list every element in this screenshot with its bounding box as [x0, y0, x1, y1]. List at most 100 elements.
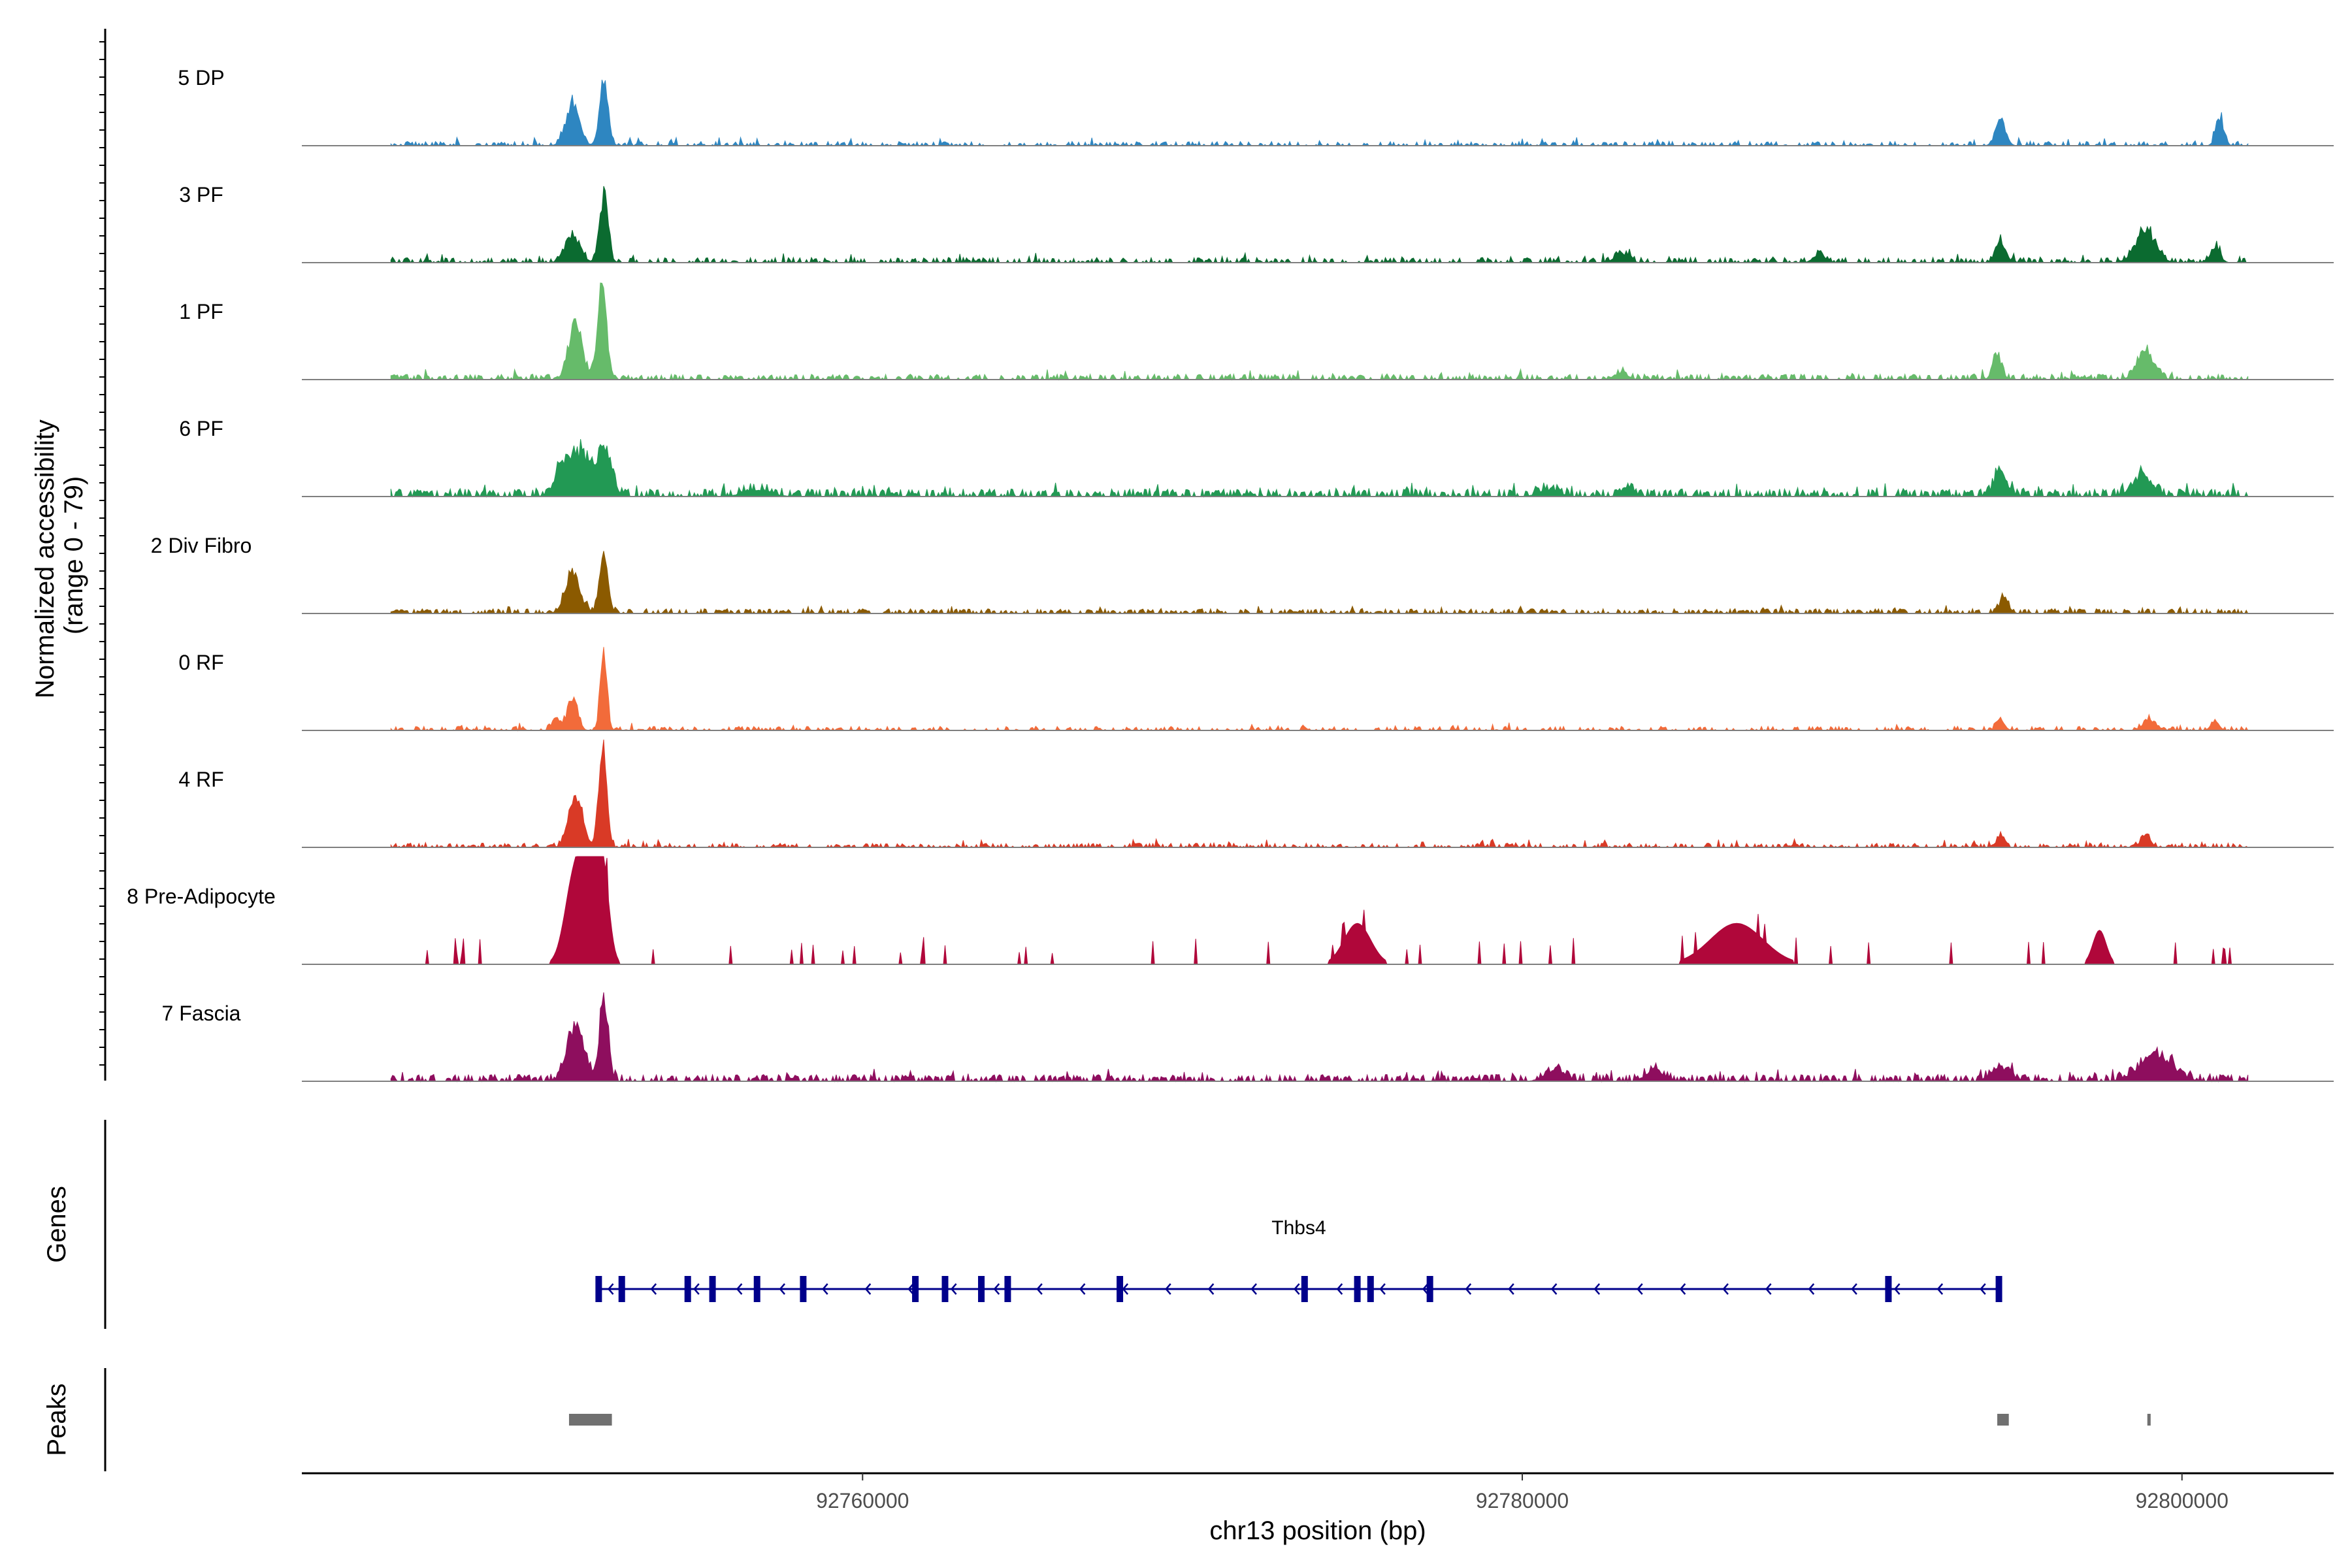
gene-strand-arrow: [1851, 1283, 1857, 1295]
track-label: 5 DP: [178, 66, 224, 90]
y-axis-title: Normalized accessibility (range 0 - 79): [31, 412, 88, 698]
track-label: 0 RF: [178, 651, 223, 674]
track-signal: [390, 551, 2249, 615]
track-signal: [390, 992, 2249, 1083]
gene-strand-arrow: [1765, 1283, 1772, 1295]
gene-exon: [595, 1276, 602, 1302]
track-signal: [390, 647, 2249, 732]
genes-panel-label: Genes: [42, 1186, 71, 1263]
peak-region: [568, 1414, 612, 1426]
track-9: 7 Fascia: [162, 992, 2334, 1083]
gene-strand-arrow: [1465, 1283, 1472, 1295]
track-6: 0 RF: [178, 647, 2334, 732]
gene-strand-arrow: [864, 1283, 872, 1295]
x-axis-ticks: 92760000 92780000 92800000: [816, 1473, 2229, 1512]
gene-strand-arrow: [1336, 1283, 1343, 1295]
gene-strand-arrow: [1036, 1283, 1043, 1295]
gene-strand-arrow: [1593, 1283, 1601, 1295]
x-axis-title: chr13 position (bp): [1209, 1516, 1426, 1545]
y-axis-title-line1: Normalized accessibility: [31, 419, 59, 698]
coverage-y-axis-ticks: [99, 41, 105, 1066]
gene-exon: [618, 1276, 625, 1302]
gene-strand-arrow: [693, 1283, 700, 1295]
coverage-tracks: 5 DP 3 PF 1 PF 6 PF 2 Div Fibro 0 RF 4 RF 8 Pre…: [127, 66, 2334, 1083]
gene-exon: [1367, 1276, 1374, 1302]
gene-strand-arrow: [607, 1283, 614, 1295]
track-4: 6 PF: [179, 417, 2334, 498]
gene-strand-arrow: [650, 1283, 657, 1295]
peak-region: [2147, 1414, 2151, 1426]
gene-exon: [1004, 1276, 1011, 1302]
track-2: 3 PF: [179, 183, 2334, 264]
gene-strand-arrow: [1936, 1283, 1944, 1295]
gene-strand-arrow: [1722, 1283, 1729, 1295]
gene-strand-arrow: [1250, 1283, 1257, 1295]
track-label: 3 PF: [179, 183, 223, 206]
track-label: 8 Pre-Adipocyte: [127, 885, 276, 908]
gene-strand-arrow: [1550, 1283, 1558, 1295]
gene-exon: [978, 1276, 985, 1302]
track-signal: [390, 186, 2248, 264]
gene-strand-arrow: [1122, 1283, 1129, 1295]
gene-strand-arrow: [1422, 1283, 1429, 1295]
gene-exon: [753, 1276, 760, 1302]
track-7: 4 RF: [178, 739, 2334, 849]
gene-strand-arrow: [1165, 1283, 1171, 1295]
gene-exon: [912, 1276, 919, 1302]
track-label: 7 Fascia: [162, 1002, 241, 1025]
track-label: 2 Div Fibro: [151, 534, 252, 557]
gene-exon: [1117, 1276, 1124, 1302]
x-axis: 92760000 92780000 92800000 chr13 position …: [302, 1472, 2334, 1545]
track-signal: [391, 856, 2248, 965]
gene-strand-arrow: [779, 1283, 786, 1295]
gene-strand-arrow: [1808, 1283, 1815, 1295]
x-tick-label: 92780000: [1476, 1489, 1569, 1512]
track-signal: [390, 739, 2249, 849]
peak-region: [1997, 1414, 2009, 1426]
track-signal: [390, 80, 2249, 147]
gene-strand-arrow: [1637, 1283, 1643, 1295]
track-signal: [390, 282, 2249, 381]
gene-exon: [941, 1276, 949, 1302]
gene-exon: [1426, 1276, 1433, 1302]
track-label: 6 PF: [179, 417, 223, 440]
x-tick-label: 92800000: [2136, 1489, 2229, 1512]
genes-panel: Genes Thbs4: [42, 1120, 2002, 1329]
x-tick-label: 92760000: [816, 1489, 909, 1512]
gene-strand-arrow: [1508, 1283, 1514, 1295]
coverage-panel: Normalized accessibility (range 0 - 79) …: [31, 29, 2334, 1083]
gene-strand-arrow: [1293, 1283, 1300, 1295]
gene-strand-arrow: [993, 1283, 1000, 1295]
peak-regions: [568, 1414, 2151, 1426]
gene-exon: [800, 1276, 807, 1302]
gene-exon: [1885, 1276, 1892, 1302]
gene-exon: [1995, 1276, 2002, 1302]
gene-strand-arrow: [1079, 1283, 1086, 1295]
gene-exon: [709, 1276, 716, 1302]
track-label: 4 RF: [178, 768, 223, 791]
gene-strand-arrow: [907, 1283, 914, 1295]
track-label: 1 PF: [179, 300, 223, 323]
gene-strand-arrow: [1679, 1283, 1686, 1295]
gene-exon: [1354, 1276, 1361, 1302]
gene-strand-arrow: [1893, 1283, 1901, 1295]
gene-strand-arrow: [1379, 1283, 1386, 1295]
track-8: 8 Pre-Adipocyte: [127, 856, 2334, 965]
gene-strand-arrow: [736, 1283, 743, 1295]
gene-strand-arrow: [950, 1283, 957, 1295]
track-1: 5 DP: [178, 66, 2334, 147]
gene-strand-arrow: [822, 1283, 828, 1295]
gene-name-label: Thbs4: [1271, 1217, 1326, 1239]
track-5: 2 Div Fibro: [151, 534, 2334, 615]
gene-exon: [1301, 1276, 1308, 1302]
track-3: 1 PF: [179, 282, 2334, 381]
peaks-panel: Peaks: [42, 1368, 2151, 1471]
track-signal: [390, 439, 2249, 498]
peaks-panel-label: Peaks: [42, 1383, 71, 1456]
gene-model-thbs4: Thbs4: [595, 1217, 2002, 1302]
gene-strand-arrow: [1980, 1283, 1986, 1295]
gene-strand-arrow: [1207, 1283, 1215, 1295]
y-axis-title-line2: (range 0 - 79): [59, 476, 88, 634]
gene-exon: [684, 1276, 691, 1302]
